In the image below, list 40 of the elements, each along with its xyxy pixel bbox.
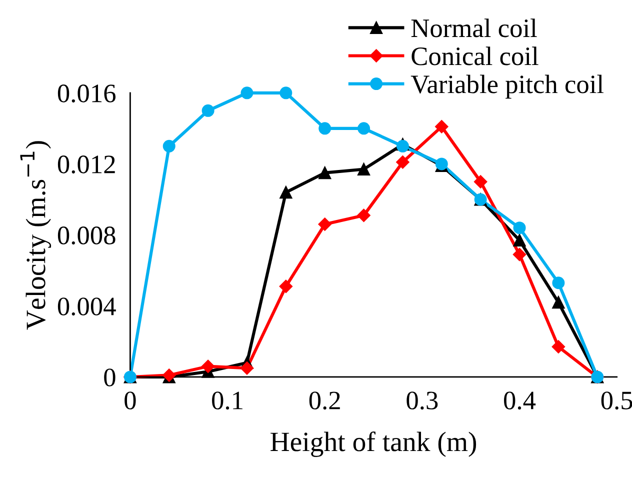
point [358, 122, 370, 135]
point [162, 140, 176, 152]
x-tick-label: 0.3 [406, 392, 438, 410]
point [201, 360, 215, 373]
point [279, 280, 293, 294]
legend-label: Conical coil [412, 46, 538, 66]
point [513, 222, 526, 234]
legend-label: Variable pitch coil [410, 74, 604, 99]
point [396, 156, 410, 169]
point [435, 120, 448, 134]
point [552, 340, 566, 354]
y-tick-label: 0.008 [58, 226, 116, 244]
x-tick-label: 0.4 [504, 392, 536, 410]
point [552, 276, 565, 290]
x-tick-label: 0.5 [601, 392, 632, 410]
legend-label: Normal coil [411, 18, 537, 38]
point [357, 208, 370, 222]
point [280, 186, 292, 199]
point [318, 122, 332, 135]
point [552, 296, 565, 309]
y-tick-label: 0.004 [58, 298, 116, 316]
point [396, 140, 409, 152]
point [474, 175, 488, 188]
point [318, 166, 332, 180]
point [202, 104, 214, 117]
x-tick-label: 0.1 [212, 392, 242, 410]
y-tick-label: 0 [104, 368, 116, 386]
y-tick-label: 0.012 [58, 156, 115, 174]
y-tick-label: 0.016 [58, 84, 116, 102]
point [240, 362, 254, 375]
point [318, 218, 332, 231]
x-tick-label: 0 [124, 392, 136, 410]
x-tick-label: 0.2 [309, 392, 340, 410]
y-axis-title: Velocity (m.s$^{−1}$) [20, 141, 52, 330]
point [240, 86, 254, 100]
point [358, 163, 370, 176]
point [513, 234, 526, 247]
point [512, 248, 526, 262]
point [280, 86, 292, 100]
x-axis-title: Height of tank (m) [270, 431, 476, 458]
